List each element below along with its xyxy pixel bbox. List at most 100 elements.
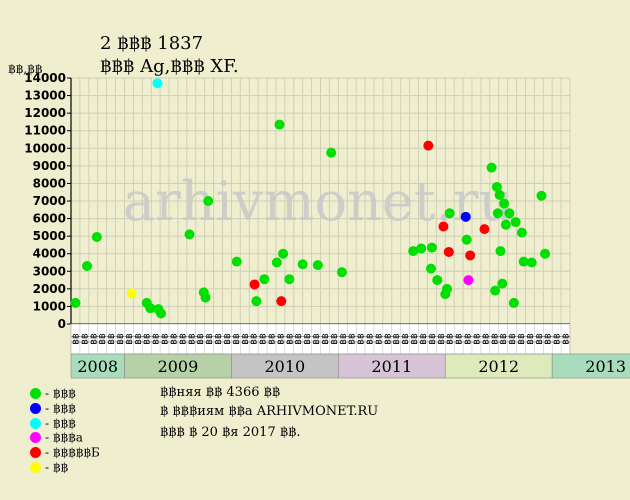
data-point	[432, 275, 443, 286]
data-point	[443, 246, 454, 257]
data-point	[526, 257, 537, 268]
data-point	[461, 234, 472, 245]
data-points	[70, 78, 551, 319]
y-tick-label: 13000	[24, 89, 66, 103]
data-point	[425, 263, 436, 274]
y-tick-label: 12000	[24, 106, 66, 120]
data-point	[465, 250, 476, 261]
x-tick-label: ฿฿	[71, 333, 81, 345]
x-tick-label: ฿฿	[205, 333, 215, 345]
x-tick-label: ฿฿	[125, 333, 135, 345]
grid	[70, 77, 571, 325]
data-point	[278, 248, 289, 259]
y-tick-label: 3000	[33, 264, 66, 278]
data-point	[259, 274, 270, 285]
x-tick-label: ฿฿	[232, 333, 242, 345]
x-month-labels: ฿฿฿฿฿฿฿฿฿฿฿฿฿฿฿฿฿฿฿฿฿฿฿฿฿฿฿฿฿฿฿฿฿฿฿฿฿฿฿฿…	[70, 323, 572, 355]
x-tick-label: ฿฿	[330, 333, 340, 345]
legend-item: - ฿฿	[30, 460, 68, 475]
legend-item: - ฿฿฿	[30, 401, 76, 416]
y-tick-label: 6000	[33, 212, 66, 226]
x-tick-label: ฿฿	[178, 333, 188, 345]
y-tick-label: 4000	[33, 247, 66, 261]
data-point	[70, 297, 81, 308]
data-point	[249, 279, 260, 290]
legend-item: - ฿฿฿฿฿Б	[30, 445, 100, 460]
year-label: 2010	[264, 357, 305, 376]
year-label: 2013	[585, 357, 626, 376]
data-point	[297, 259, 308, 270]
note-source: ฿ ฿฿฿иям ฿฿а ARHIVMONET.RU	[160, 404, 379, 419]
data-point	[184, 229, 195, 240]
x-tick-label: ฿฿	[446, 333, 456, 345]
x-tick-label: ฿฿	[481, 333, 491, 345]
x-tick-label: ฿฿	[366, 333, 376, 345]
x-tick-label: ฿฿	[187, 333, 197, 345]
legend-marker-icon	[30, 462, 41, 473]
x-tick-label: ฿฿	[285, 333, 295, 345]
legend-item: - ฿฿฿	[30, 386, 76, 401]
data-point	[497, 278, 508, 289]
x-tick-label: ฿฿	[464, 333, 474, 345]
data-point	[423, 140, 434, 151]
x-tick-label: ฿฿	[303, 333, 313, 345]
data-point	[495, 246, 506, 257]
watermark: arhivmonet.ru	[123, 170, 513, 233]
x-tick-label: ฿฿	[250, 333, 260, 345]
y-tick-label: 9000	[33, 159, 66, 173]
x-tick-label: ฿฿	[116, 333, 126, 345]
data-point	[479, 224, 490, 235]
y-tick-label: 1000	[33, 299, 66, 313]
legend-marker-icon	[30, 403, 41, 414]
data-point	[82, 261, 93, 272]
y-tick-label: 10000	[24, 141, 66, 155]
x-tick-label: ฿฿	[241, 333, 251, 345]
year-label: 2009	[158, 357, 199, 376]
data-point	[126, 288, 137, 299]
x-tick-label: ฿฿	[134, 333, 144, 345]
y-tick-label: 5000	[33, 229, 66, 243]
y-tick-label: 14000	[24, 71, 66, 85]
year-label: 2011	[371, 357, 412, 376]
x-tick-label: ฿฿	[508, 333, 518, 345]
chart-title: 2 ฿฿฿ 1837	[100, 33, 204, 54]
x-tick-label: ฿฿	[553, 333, 563, 345]
x-tick-label: ฿฿	[259, 333, 269, 345]
data-point	[460, 211, 471, 222]
data-point	[426, 242, 437, 253]
data-point	[271, 257, 282, 268]
y-tick-label: 2000	[33, 282, 66, 296]
year-band	[551, 353, 630, 379]
year-band	[124, 353, 232, 379]
x-tick-label: ฿฿	[321, 333, 331, 345]
data-point	[504, 208, 515, 219]
x-tick-label: ฿฿	[89, 333, 99, 345]
data-point	[486, 162, 497, 173]
y-tick-label: 8000	[33, 176, 66, 190]
year-label: 2008	[77, 357, 118, 376]
data-point	[276, 296, 287, 307]
legend-marker-icon	[30, 388, 41, 399]
data-point	[518, 256, 529, 267]
data-point	[438, 221, 449, 232]
x-tick-label: ฿฿	[544, 333, 554, 345]
x-tick-label: ฿฿	[107, 333, 117, 345]
data-point	[326, 147, 337, 158]
data-point	[91, 232, 102, 243]
data-point	[492, 208, 503, 219]
x-tick-label: ฿฿	[428, 333, 438, 345]
x-tick-label: ฿฿	[437, 333, 447, 345]
x-tick-label: ฿฿	[410, 333, 420, 345]
year-band	[444, 353, 553, 379]
x-tick-label: ฿฿	[161, 333, 171, 345]
data-point	[312, 260, 323, 271]
data-point	[508, 297, 519, 308]
x-tick-label: ฿฿	[214, 333, 224, 345]
year-band	[231, 353, 339, 379]
legend-item: - ฿฿฿а	[30, 430, 83, 445]
year-band	[70, 353, 125, 379]
data-point	[152, 78, 163, 89]
data-point	[336, 267, 347, 278]
data-point	[540, 248, 551, 259]
